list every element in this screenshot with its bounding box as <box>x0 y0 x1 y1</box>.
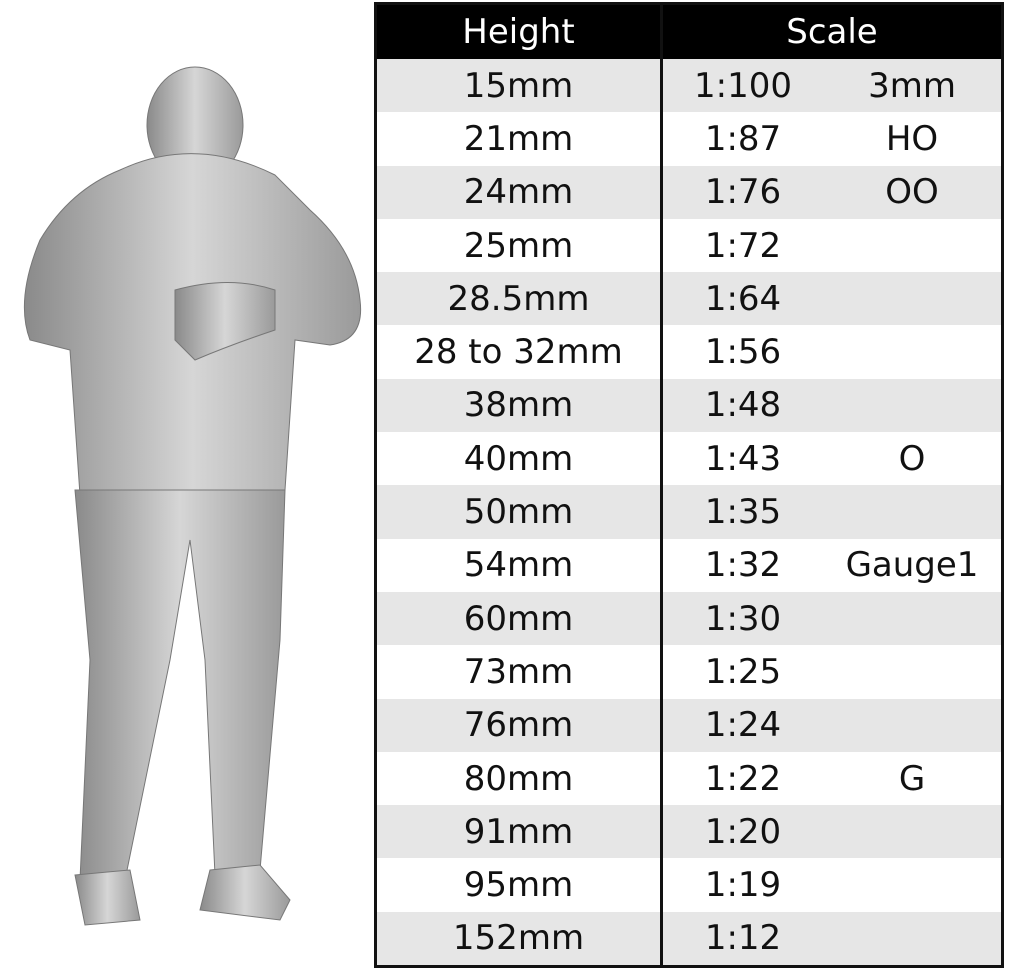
gauge-cell: OO <box>885 172 939 213</box>
ratio-cell: 1:20 <box>704 811 782 852</box>
height-cell: 25mm <box>377 218 663 273</box>
height-cell: 28.5mm <box>377 272 663 326</box>
ratio-cell: 1:35 <box>704 492 782 533</box>
table-row: 152mm 1:12 <box>377 911 1001 966</box>
table-row: 38mm 1:48 <box>377 378 1001 433</box>
ratio-cell: 1:56 <box>704 332 782 373</box>
gauge-cell <box>823 379 1001 432</box>
table-row: 60mm 1:30 <box>377 591 1001 646</box>
gauge-cell <box>823 858 1001 911</box>
ratio-cell: 1:43 <box>704 438 782 479</box>
ratio-cell: 1:64 <box>704 278 782 319</box>
ratio-cell: 1:72 <box>704 225 782 266</box>
ratio-cell: 1:87 <box>704 118 782 159</box>
height-cell: 21mm <box>377 112 663 166</box>
ratio-cell: 1:100 <box>694 65 792 106</box>
gauge-cell <box>823 912 1001 965</box>
ratio-cell: 1:24 <box>704 705 782 746</box>
ratio-cell: 1:12 <box>704 918 782 959</box>
gauge-cell <box>823 272 1001 325</box>
height-cell: 15mm <box>377 59 663 113</box>
table-header: Height Scale <box>377 5 1001 59</box>
ratio-cell: 1:32 <box>704 545 782 586</box>
gauge-cell <box>823 485 1001 538</box>
gauge-cell <box>823 325 1001 378</box>
gauge-cell: HO <box>885 118 939 159</box>
table-row: 28.5mm 1:64 <box>377 272 1001 326</box>
height-cell: 54mm <box>377 538 663 592</box>
table-row: 73mm 1:25 <box>377 645 1001 699</box>
table-row: 54mm 1:32 Gauge1 <box>377 538 1001 592</box>
table-row: 50mm 1:35 <box>377 485 1001 539</box>
height-cell: 152mm <box>377 911 663 966</box>
height-cell: 50mm <box>377 485 663 539</box>
gauge-cell <box>823 592 1001 645</box>
table-row: 21mm 1:87 HO <box>377 112 1001 166</box>
ratio-cell: 1:22 <box>704 758 782 799</box>
ratio-cell: 1:30 <box>704 598 782 639</box>
table-row: 80mm 1:22 G <box>377 751 1001 806</box>
gauge-cell <box>823 645 1001 698</box>
table-row: 91mm 1:20 <box>377 805 1001 859</box>
gauge-cell: 3mm <box>868 65 956 106</box>
ratio-cell: 1:48 <box>704 385 782 426</box>
height-cell: 76mm <box>377 698 663 752</box>
ratio-cell: 1:76 <box>704 172 782 213</box>
gauge-cell: Gauge1 <box>845 545 979 586</box>
table-row: 15mm 1:100 3mm <box>377 59 1001 113</box>
table-row: 24mm 1:76 OO <box>377 165 1001 219</box>
scale-table: Height Scale 15mm 1:100 3mm 21mm 1:87 HO 2… <box>374 2 1004 968</box>
table-row: 25mm 1:72 <box>377 218 1001 273</box>
header-height: Height <box>377 5 663 59</box>
table-row: 40mm 1:43 O <box>377 432 1001 486</box>
height-cell: 40mm <box>377 432 663 486</box>
gauge-cell <box>823 805 1001 858</box>
height-cell: 28 to 32mm <box>377 325 663 379</box>
scanned-figure-image <box>23 66 362 926</box>
table-row: 28 to 32mm 1:56 <box>377 325 1001 379</box>
height-cell: 80mm <box>377 751 663 806</box>
height-cell: 73mm <box>377 645 663 699</box>
ratio-cell: 1:25 <box>704 651 782 692</box>
ratio-cell: 1:19 <box>704 865 782 906</box>
height-cell: 95mm <box>377 858 663 912</box>
height-cell: 24mm <box>377 165 663 219</box>
table-row: 76mm 1:24 <box>377 698 1001 752</box>
height-cell: 60mm <box>377 591 663 646</box>
gauge-cell <box>823 699 1001 752</box>
height-cell: 91mm <box>377 805 663 859</box>
height-cell: 38mm <box>377 378 663 433</box>
gauge-cell <box>823 219 1001 272</box>
gauge-cell: O <box>898 438 926 479</box>
gauge-cell: G <box>898 758 926 799</box>
table-row: 95mm 1:19 <box>377 858 1001 912</box>
header-scale: Scale <box>786 12 878 52</box>
